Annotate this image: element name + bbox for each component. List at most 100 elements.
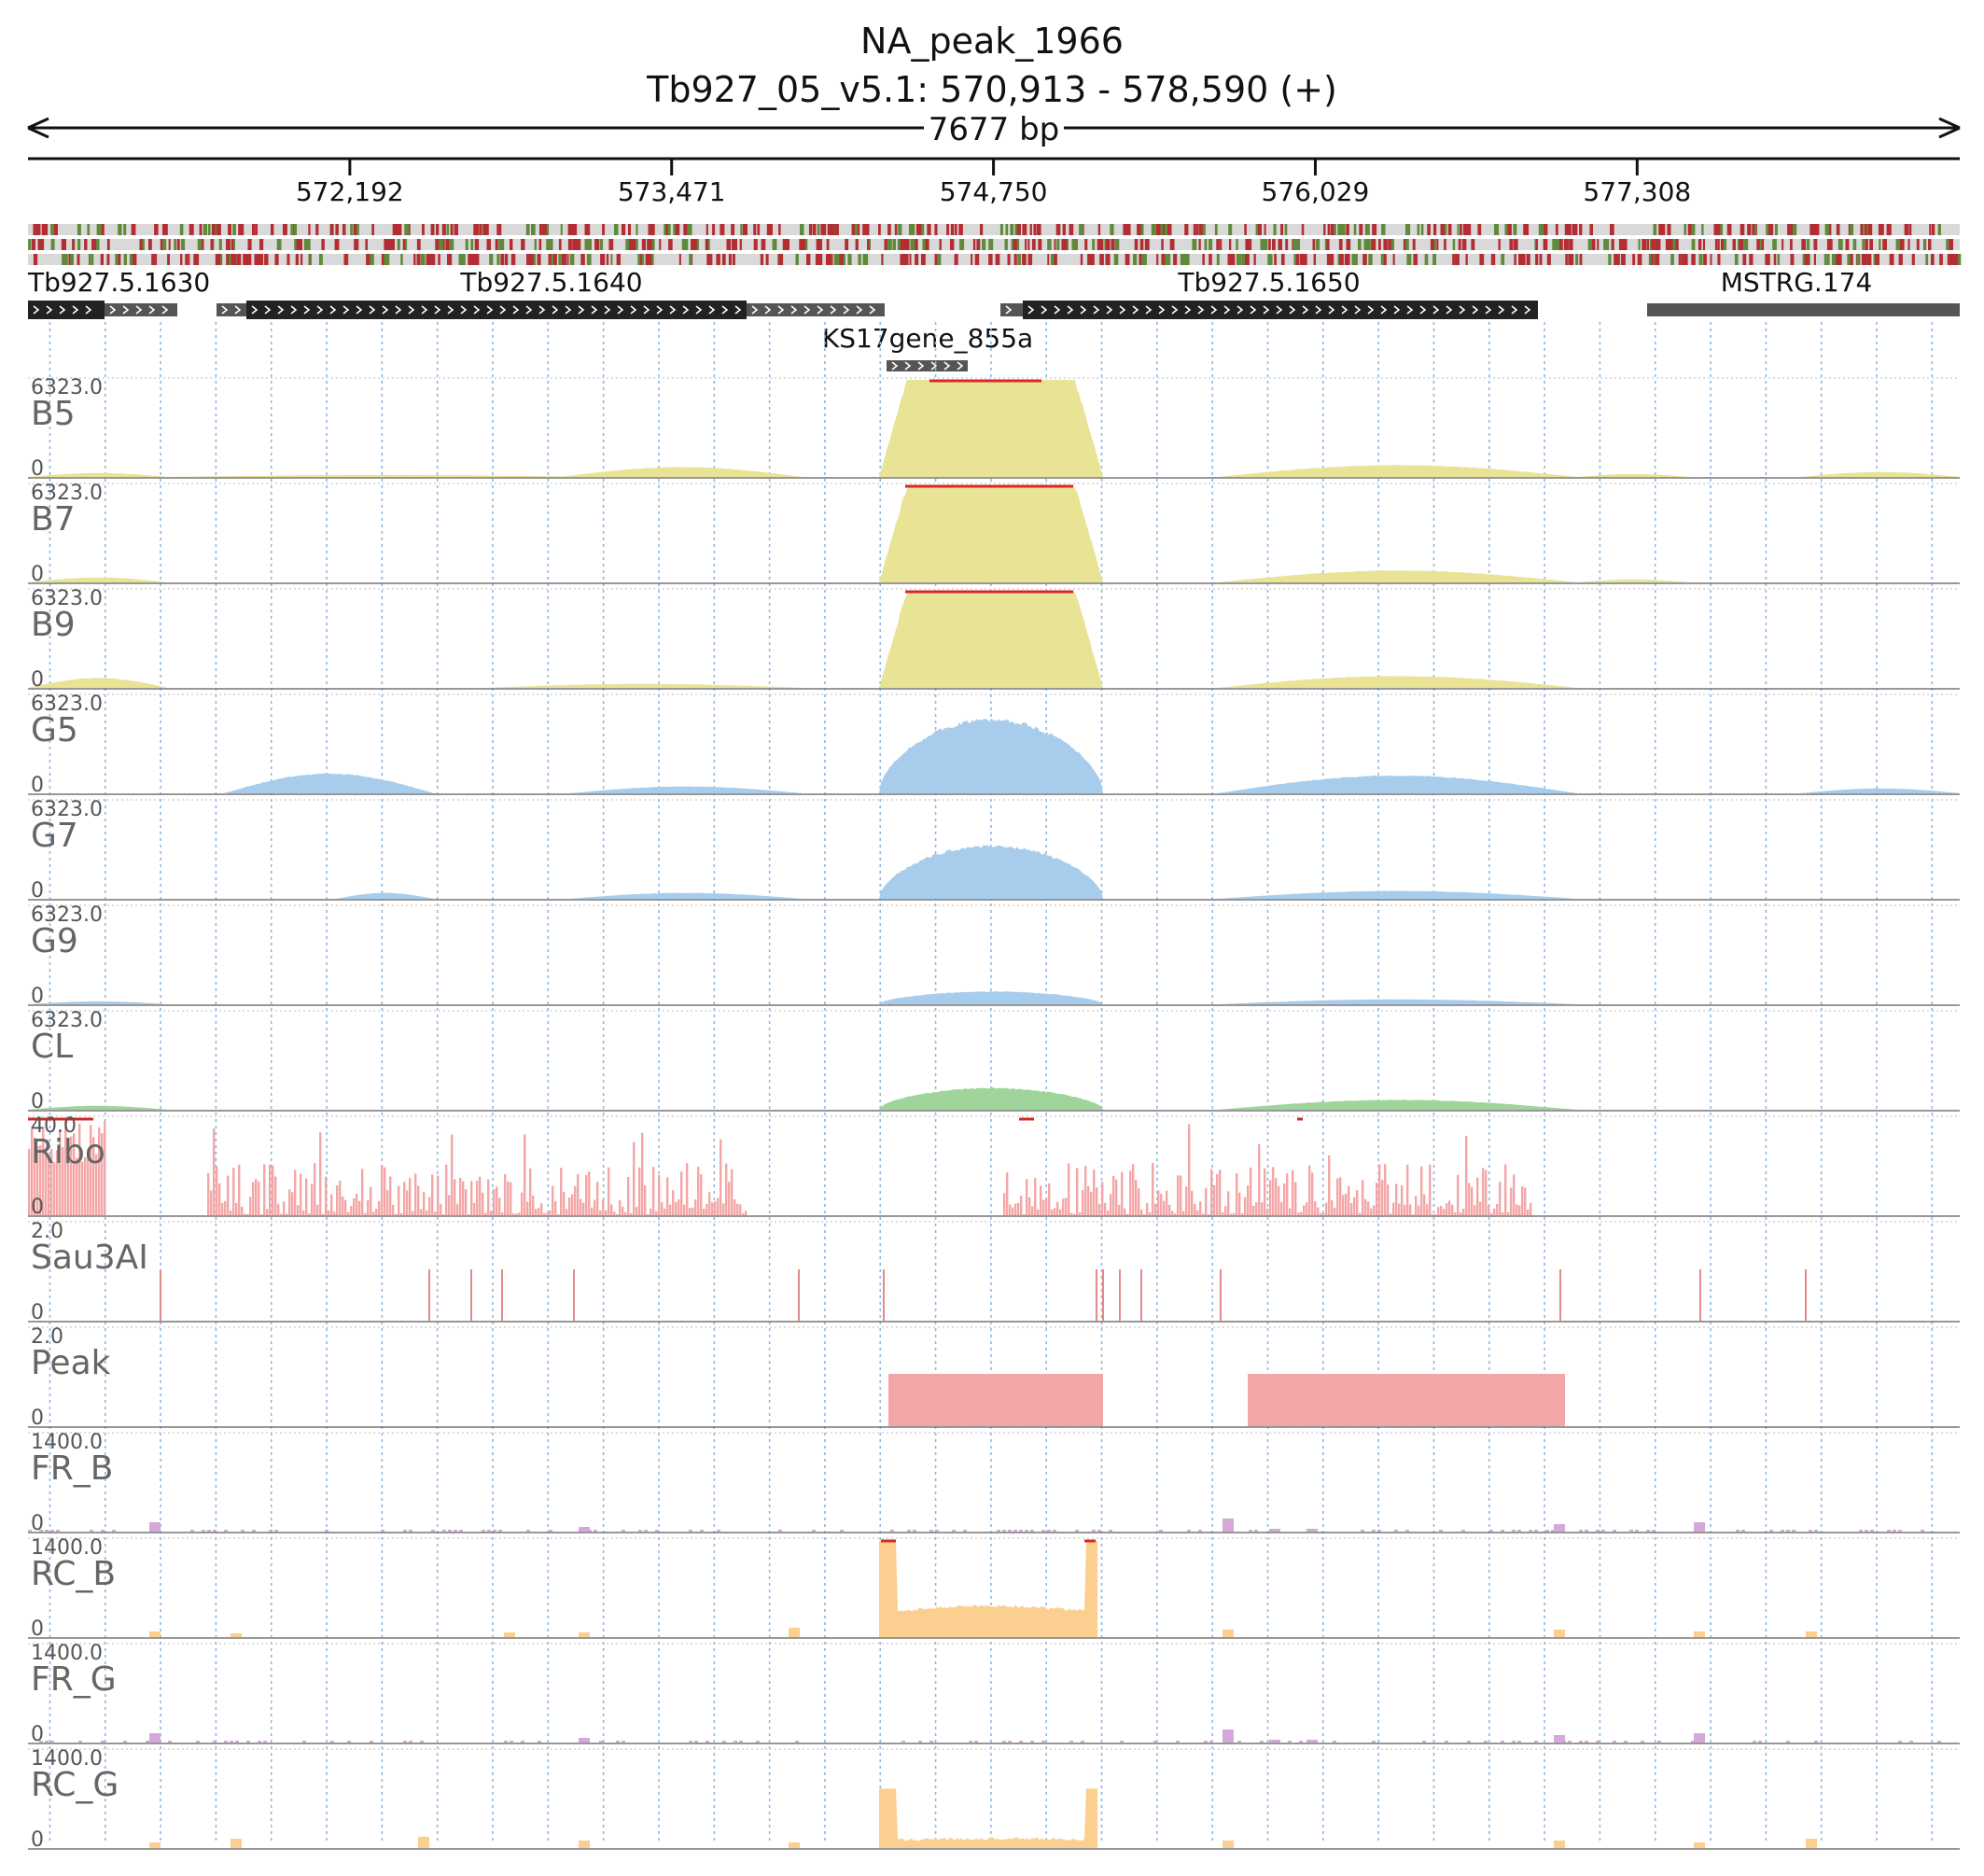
ribo-bar [230,1210,232,1215]
signal-bar [890,1530,894,1532]
sequence-mark [1326,254,1332,265]
sequence-mark [1161,239,1164,250]
sequence-mark [742,224,746,235]
strand-chevron-icon [617,305,624,315]
ribo-bar [591,1207,594,1215]
sequence-mark [1004,239,1008,250]
sequence-mark [921,254,926,265]
ribo-bar [1493,1208,1496,1215]
ribo-bar [339,1181,342,1215]
sequence-mark [1937,224,1941,235]
signal-bar [1047,1530,1051,1532]
sequence-mark [833,254,837,265]
sequence-mark [343,254,349,265]
signal-bar [149,1733,161,1743]
signal-bar [1786,1530,1790,1532]
gene-ks17gene-855a[interactable] [887,360,968,371]
sequence-mark [887,239,891,250]
sequence-mark [1777,254,1781,265]
sequence-mark [1813,239,1818,250]
gene-tb927-5-1640-utr3[interactable] [747,303,885,316]
ribo-bar [1037,1209,1040,1215]
ribo-bar [305,1178,308,1215]
sequence-mark [1802,254,1805,265]
ribo-bar [571,1194,574,1215]
sequence-mark [710,254,713,265]
sequence-mark [1806,239,1810,250]
signal-bar [1002,1741,1006,1743]
ribo-bar [1409,1204,1412,1215]
sequence-mark [868,239,871,250]
sequence-mark [892,239,896,250]
sequence-mark [1296,254,1300,265]
sequence-mark [1064,239,1068,250]
peak-region[interactable] [1248,1374,1565,1426]
strand-chevron-icon [486,305,494,315]
track-rc-b[interactable]: 1400.0RC_B0 [28,1536,1960,1641]
sequence-mark [212,224,216,235]
ribo-bar [1266,1209,1269,1215]
sequence-mark [1024,224,1027,235]
ruler-tick-label: 573,471 [618,176,726,207]
ribo-bar [734,1199,736,1215]
ribo-bar [1378,1164,1381,1215]
ribo-bar [389,1176,392,1215]
sequence-mark [1518,254,1522,265]
strand-chevron-icon [46,305,53,315]
signal-bar [1887,1530,1891,1532]
ribo-bar [428,1197,431,1215]
signal-bar [722,1741,726,1743]
sequence-mark [636,224,638,235]
ribo-bar [1440,1206,1443,1215]
peak-region[interactable] [888,1374,1103,1426]
track-rc-g[interactable]: 1400.0RC_G0 [28,1747,1960,1852]
sequence-mark [900,254,905,265]
sequence-mark [558,239,562,250]
sequence-mark [567,224,573,235]
ribo-bar [708,1192,711,1215]
gene-tb927-5-1640-utr5[interactable] [217,303,246,316]
sequence-mark [154,224,159,235]
sequence-mark [1568,254,1572,265]
ribo-bar [1308,1165,1311,1215]
sequence-mark [1007,254,1011,265]
gene-mstrg-174[interactable] [1647,303,1960,316]
gene-tb927-5-1630-cds[interactable] [28,301,105,319]
signal-bar [734,1741,737,1743]
sequence-mark [422,224,425,235]
signal-bar [644,1530,648,1532]
sequence-mark [193,254,198,265]
signal-bar [739,1741,743,1743]
sequence-mark [445,239,450,250]
ribo-bar [1376,1183,1378,1215]
sequence-mark [552,254,557,265]
sequence-mark [381,254,385,265]
gene-tb927-5-1640-cds[interactable] [246,301,747,319]
sequence-mark [731,224,735,235]
sequence-mark [283,224,287,235]
sequence-mark [151,254,156,265]
sequence-mark [600,254,605,265]
strand-chevron-icon [1498,305,1505,315]
gene-track[interactable]: Tb927.5.1630 Tb927.5.1640 Tb927.5.1650 MSTR… [27,267,1960,371]
ribo-bar [50,1149,53,1215]
sequence-mark [87,224,91,235]
sequence-mark [1027,239,1030,250]
sequence-mark [117,254,121,265]
track-fr-b[interactable]: 1400.0FR_B0 [28,1431,1960,1535]
signal-bar [694,1741,698,1743]
ribo-bar [1317,1207,1320,1215]
track-fr-g[interactable]: 1400.0FR_G0 [28,1642,1960,1746]
sequence-mark [1539,254,1543,265]
